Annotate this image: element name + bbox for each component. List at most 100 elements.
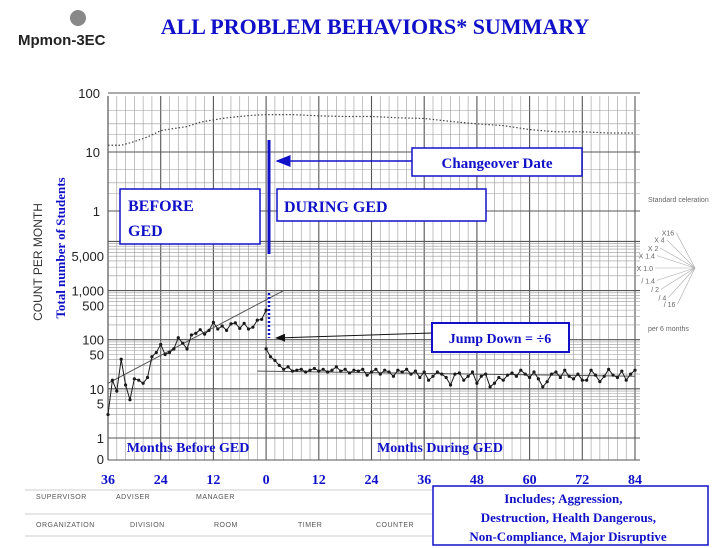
y-axis-label-students: Total number of Students <box>53 177 68 318</box>
celeration-ray <box>656 267 696 281</box>
data-point <box>172 347 176 351</box>
data-point <box>541 385 545 389</box>
data-point <box>361 367 365 371</box>
data-point <box>435 370 439 374</box>
data-point <box>207 328 211 332</box>
data-point <box>426 378 431 382</box>
before-label: BEFORE GED <box>128 198 198 240</box>
data-point <box>598 380 602 384</box>
chart-title: ALL PROBLEM BEHAVIORS* SUMMARY <box>161 14 590 39</box>
x-tick-label: 48 <box>470 473 484 488</box>
data-point <box>317 369 321 373</box>
data-point <box>510 371 514 375</box>
data-point <box>444 375 448 380</box>
data-point <box>203 332 207 336</box>
data-point <box>181 341 185 345</box>
data-point <box>528 375 532 380</box>
data-point <box>448 383 453 387</box>
footer-field-label: SUPERVISOR <box>36 494 87 501</box>
data-point <box>567 374 571 378</box>
x-tick-label: 24 <box>154 473 168 488</box>
data-point <box>554 370 558 374</box>
data-point <box>334 365 338 369</box>
data-point <box>369 370 374 374</box>
celeration-ray <box>656 255 696 269</box>
y-tick-label: 100 <box>82 333 104 348</box>
during-label: DURING GED <box>284 199 388 216</box>
data-point <box>466 374 470 378</box>
data-point <box>418 375 422 380</box>
celeration-label: X 1.0 <box>637 266 653 273</box>
celeration-title: Standard celeration <box>648 197 709 204</box>
celeration-label: / 1.4 <box>641 278 655 285</box>
data-point <box>229 322 233 326</box>
changeover-label: Changeover Date <box>442 156 553 172</box>
data-point <box>580 378 584 382</box>
data-point <box>260 317 264 321</box>
data-point <box>484 372 488 376</box>
celeration-ray <box>675 232 696 269</box>
data-point <box>216 327 220 331</box>
data-point <box>356 369 360 373</box>
data-point <box>277 363 281 368</box>
data-point <box>383 368 387 372</box>
data-point <box>242 321 246 325</box>
data-point <box>549 372 554 376</box>
data-point <box>374 367 378 371</box>
data-point <box>167 350 172 355</box>
data-point <box>194 331 198 335</box>
data-point <box>264 347 268 351</box>
y-tick-label: 500 <box>82 298 104 313</box>
data-point <box>501 378 505 382</box>
data-point <box>115 389 119 393</box>
x-tick-label: 12 <box>206 473 220 488</box>
y-tick-label: 5,000 <box>71 249 104 264</box>
data-point <box>453 372 457 376</box>
data-point <box>150 355 154 359</box>
celeration-ray <box>668 267 696 298</box>
data-point <box>198 328 202 332</box>
data-point <box>479 374 483 378</box>
y-axis-label: COUNT PER MONTH <box>31 203 45 321</box>
celeration-label: X 4 <box>654 238 665 245</box>
x-tick-label: 0 <box>263 473 270 488</box>
celeration-label: X 2 <box>648 246 659 253</box>
data-point <box>405 367 409 371</box>
data-point <box>607 367 611 371</box>
data-point <box>273 358 277 362</box>
data-point <box>290 369 295 373</box>
data-point <box>246 327 251 331</box>
data-point <box>506 373 510 377</box>
includes-label: Includes; Aggression, Destruction, Healt… <box>469 491 667 544</box>
data-point <box>633 368 637 372</box>
data-point <box>251 325 255 329</box>
data-point <box>304 370 308 374</box>
data-point <box>422 370 426 374</box>
x-tick-label: 12 <box>312 473 326 488</box>
data-point <box>602 374 606 378</box>
data-point <box>238 326 242 330</box>
celeration-label: / 4 <box>658 296 666 303</box>
includes-box <box>432 485 709 546</box>
footer-field-label: COUNTER <box>376 522 414 529</box>
data-point <box>563 368 567 372</box>
before-box <box>119 188 261 245</box>
x-tick-labels: 36 24 12 0 12 24 36 48 60 72 84 <box>101 473 642 488</box>
grid-layer <box>107 92 640 461</box>
data-point <box>629 372 633 376</box>
data-point <box>343 367 347 371</box>
data-point <box>123 383 128 387</box>
data-point <box>593 373 598 377</box>
data-point <box>536 377 540 381</box>
data-point <box>176 336 180 340</box>
data-point <box>154 350 158 355</box>
students-series <box>108 114 635 146</box>
data-point <box>330 368 334 372</box>
data-point <box>286 365 290 369</box>
data-point <box>132 377 136 381</box>
data-point <box>440 372 444 376</box>
jump-box <box>431 322 570 353</box>
